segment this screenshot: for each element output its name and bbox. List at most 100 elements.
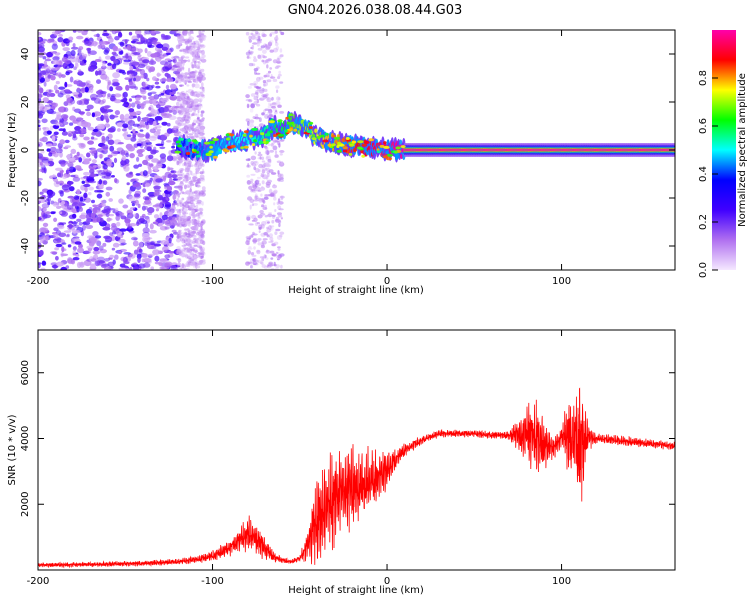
spectrogram-cell xyxy=(200,256,203,259)
spectrogram-cell xyxy=(42,212,48,220)
spectrogram-cell xyxy=(147,207,155,214)
spectrogram-cell xyxy=(279,139,285,142)
spectrogram-cell xyxy=(47,196,51,203)
spectrogram-cell xyxy=(192,43,195,48)
spectrogram-cell xyxy=(109,254,115,259)
spectrogram-cell xyxy=(143,257,151,262)
spectrogram-cell xyxy=(51,43,58,50)
spectrogram-cell xyxy=(258,76,264,80)
spectrogram-cell xyxy=(77,121,83,127)
spectrogram-cell xyxy=(38,63,45,67)
spectrogram-cell xyxy=(184,234,187,239)
spectrogram-cell xyxy=(261,156,265,161)
spectrogram-cell xyxy=(113,59,119,64)
spectrogram-cell xyxy=(198,32,205,36)
spectrogram-cell xyxy=(137,56,141,60)
spectrogram-cell xyxy=(38,158,42,164)
spectrogram-cell xyxy=(175,208,181,212)
spectrogram-cell xyxy=(249,108,254,113)
spectrogram-cell xyxy=(183,50,189,55)
spectrogram-cell xyxy=(64,59,72,65)
spectrogram-cell xyxy=(182,110,188,113)
spectrogram-cell xyxy=(181,128,186,133)
spectrogram-cell xyxy=(255,113,259,118)
spectrogram-cell xyxy=(254,30,259,35)
spectrogram-cell xyxy=(279,48,283,53)
spectrogram-cell xyxy=(53,232,59,240)
spectrogram-cell xyxy=(176,238,181,243)
spectrogram-cell xyxy=(60,266,68,270)
spectrogram-cell xyxy=(67,244,72,248)
spectrogram-cell xyxy=(139,103,145,107)
spectrogram-cell xyxy=(66,233,70,237)
spectrogram-cell xyxy=(122,91,128,98)
spectrogram-cell xyxy=(176,202,180,207)
spectrogram-cell xyxy=(112,242,120,248)
spectrogram-cell xyxy=(199,162,204,166)
spectrogram-cell xyxy=(197,66,200,70)
spectrogram-cell xyxy=(49,111,57,115)
spectrogram-cell xyxy=(336,145,340,148)
spectrogram-cell xyxy=(126,134,132,137)
spectrogram-cell xyxy=(266,96,270,101)
spectrogram-cell xyxy=(201,168,205,174)
spectrogram-cell xyxy=(278,70,282,75)
spectrogram-cell xyxy=(80,121,89,128)
spectrogram-cell xyxy=(195,127,200,130)
spectrogram-cell xyxy=(123,252,131,255)
spectrogram-cell xyxy=(38,93,43,99)
spectrogram-cell xyxy=(263,196,269,200)
spectrogram-cell xyxy=(134,100,139,105)
spectrogram-cell xyxy=(122,123,129,128)
spectrogram-cell xyxy=(67,181,74,185)
spectrogram-cell xyxy=(259,55,262,60)
spectrogram-cell xyxy=(184,253,189,259)
spectrogram-cell xyxy=(122,263,126,268)
spectrogram-cell xyxy=(63,89,71,93)
spectrogram-cell xyxy=(82,53,88,58)
spectrogram-cell xyxy=(162,106,169,113)
spectrogram-cell xyxy=(153,214,160,219)
spectrogram-cell xyxy=(200,246,206,252)
spectrogram-cell xyxy=(54,247,59,251)
spectrogram-cell xyxy=(194,71,197,75)
spectrogram-cell xyxy=(255,76,261,82)
spectrogram-cell xyxy=(75,116,84,123)
spectrogram-cell xyxy=(274,154,279,158)
spectrogram-cell xyxy=(53,151,59,158)
spectrogram-cell xyxy=(177,122,182,126)
spectrogram-cell xyxy=(116,122,124,128)
spectrogram-cell xyxy=(188,263,193,267)
spectrogram-cell xyxy=(184,238,188,244)
spectrogram-cell xyxy=(274,30,278,34)
spectrogram-cell xyxy=(148,96,156,100)
spectrogram-cell xyxy=(64,139,70,144)
spectrogram-cell xyxy=(257,153,263,157)
spectrogram-cell xyxy=(251,219,255,222)
spectrogram-cell xyxy=(176,44,180,48)
spectrogram-cell xyxy=(198,119,205,122)
spectrogram-cell xyxy=(177,95,181,98)
spectrogram-cell xyxy=(201,163,205,168)
spectrogram-cell xyxy=(274,140,279,143)
spectrogram-cell xyxy=(60,162,66,167)
spectrogram-cell xyxy=(104,105,110,109)
spectrogram-cell xyxy=(111,63,117,70)
spectrogram-cell xyxy=(266,226,269,230)
spectrogram-cell xyxy=(137,203,141,209)
spectrogram-cell xyxy=(174,105,180,109)
spectrogram-cell xyxy=(183,74,188,79)
spectrogram-cell xyxy=(152,76,157,81)
spectrogram-cell xyxy=(191,100,195,104)
spectrogram-cell xyxy=(38,87,44,94)
spectrogram-cell xyxy=(72,43,76,48)
spectrogram-cell xyxy=(119,114,125,121)
spectrogram-cell xyxy=(191,113,198,116)
spectrogram-cell xyxy=(45,211,51,215)
spectrogram-cell xyxy=(177,230,181,233)
spectrogram-cell xyxy=(188,36,194,41)
spectrogram-cell xyxy=(151,149,159,154)
spectrogram-cell xyxy=(43,81,47,87)
spectrogram-cell xyxy=(189,259,195,261)
spectrogram-cell xyxy=(105,212,110,218)
